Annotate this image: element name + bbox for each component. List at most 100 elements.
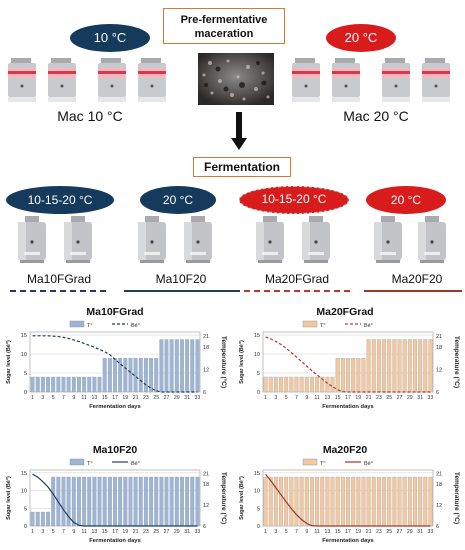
temperature-bar [154, 476, 159, 527]
chart-title-ma20f20: Ma20F20 [322, 444, 368, 456]
temperature-bar [66, 376, 71, 393]
x-tick-label: 3 [274, 529, 277, 535]
temperature-bar [51, 376, 56, 393]
legend-label-sugar: Bé° [364, 461, 373, 467]
x-tick-label: 27 [164, 529, 170, 535]
x-tick-label: 33 [428, 395, 434, 401]
temperature-bar [315, 376, 320, 393]
legend-label-sugar: Bé° [364, 323, 373, 329]
temperature-bar [180, 476, 184, 527]
x-tick-label: 11 [81, 529, 86, 535]
fermentation-tanks [18, 216, 446, 263]
temperature-bar [279, 476, 283, 527]
temperature-bar [128, 358, 133, 393]
temperature-bar [169, 339, 174, 393]
temperature-bar [366, 339, 371, 393]
temperature-bar [92, 476, 97, 527]
temperature-bar [340, 476, 345, 527]
y2-tick-label: 6 [203, 390, 206, 396]
x-tick-label: 21 [366, 529, 372, 535]
temperature-bar [190, 476, 195, 527]
x-tick-label: 1 [31, 529, 34, 535]
temperature-bar [371, 476, 376, 527]
temperature-bar [346, 358, 350, 393]
temperature-bar [174, 476, 179, 527]
oval-mac-20c: 20 °C [326, 24, 396, 52]
treatment-label-ma10fgrad: Ma10FGrad [26, 272, 92, 286]
temperature-bar [382, 339, 387, 393]
x-tick-label: 25 [386, 395, 392, 401]
x-tick-label: 13 [92, 395, 98, 401]
temperature-bar [133, 476, 138, 527]
y-tick-label: 10 [21, 352, 27, 358]
temperature-bar [382, 476, 387, 527]
temperature-bar [51, 476, 56, 527]
temperature-bar [361, 358, 366, 393]
legend-swatch-temperature [69, 320, 85, 328]
temperature-bar [35, 511, 40, 527]
temperature-bar [159, 476, 164, 527]
temperature-bar [407, 339, 412, 393]
temperature-bar [335, 476, 340, 527]
temperature-bar [309, 376, 314, 393]
x-axis-title: Fermentation days [89, 404, 141, 410]
temperature-bar [397, 476, 402, 527]
temperature-bar [46, 376, 50, 393]
temperature-bar [107, 358, 112, 393]
grape-pomace-image [198, 53, 274, 105]
temperature-bar [376, 476, 381, 527]
temperature-bar [87, 476, 92, 527]
x-tick-label: 5 [285, 395, 288, 401]
x-tick-label: 19 [355, 529, 361, 535]
y-tick-label: 5 [24, 506, 27, 512]
temperature-bar [294, 476, 299, 527]
temperature-bar [35, 376, 40, 393]
temperature-bar [304, 476, 309, 527]
x-axis-title: Fermentation days [322, 538, 374, 544]
y2-tick-label: 12 [203, 368, 209, 374]
x-tick-label: 27 [397, 395, 403, 401]
x-tick-label: 5 [52, 395, 55, 401]
y2-tick-label: 21 [436, 472, 442, 478]
temperature-bar [71, 376, 76, 393]
pre-fermentative-line2: maceration [194, 28, 254, 40]
temperature-bar [387, 476, 392, 527]
temperature-bar [107, 476, 112, 527]
legend-swatch-temperature [69, 458, 85, 466]
temperature-bar [118, 358, 123, 393]
temperature-bar [56, 376, 61, 393]
y-tick-label: 15 [21, 333, 27, 339]
chart-title-ma10f20: Ma10F20 [92, 444, 138, 456]
temperature-bar [118, 476, 123, 527]
temperature-bar [143, 476, 148, 527]
temperature-bar [325, 476, 330, 527]
temperature-bar [273, 376, 278, 393]
x-tick-label: 25 [386, 529, 392, 535]
legend-label-temperature: T° [87, 461, 93, 467]
temperature-bar [185, 339, 190, 393]
temperature-bar [113, 358, 117, 393]
pre-fermentative-maceration-box: Pre-fermentative maceration [163, 8, 285, 44]
temperature-bar [76, 376, 81, 393]
x-tick-label: 15 [102, 395, 108, 401]
temperature-bar [143, 358, 148, 393]
down-arrow-icon [231, 112, 247, 150]
x-tick-label: 29 [174, 529, 180, 535]
y-tick-label: 10 [254, 489, 260, 495]
y-tick-label: 0 [24, 390, 27, 396]
y-axis-title: Sugar level (Bé°) [6, 340, 12, 384]
y2-tick-label: 18 [203, 482, 209, 488]
temperature-bar [330, 376, 335, 393]
x-tick-label: 3 [274, 395, 277, 401]
treatment-label-ma20f20: Ma20F20 [391, 272, 443, 286]
temperature-bar [71, 476, 76, 527]
temperature-bar [361, 476, 366, 527]
x-tick-label: 33 [195, 395, 201, 401]
y-tick-label: 5 [257, 371, 260, 377]
fermentation-box: Fermentation [193, 157, 291, 177]
x-tick-label: 15 [335, 395, 341, 401]
temperature-bar [402, 476, 407, 527]
treatment-underlines [10, 290, 462, 292]
